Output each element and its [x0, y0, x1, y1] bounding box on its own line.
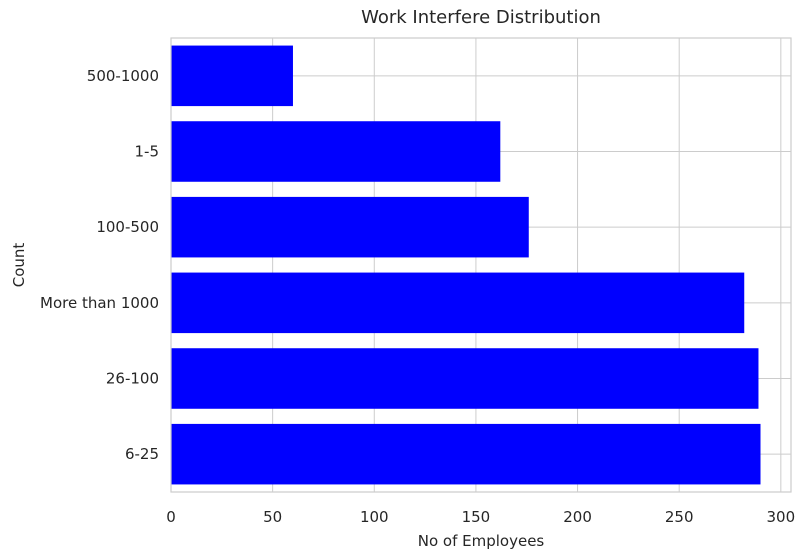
x-tick-label: 200 — [563, 508, 592, 526]
bar — [171, 121, 501, 182]
chart-title: Work Interfere Distribution — [361, 7, 601, 28]
x-tick-label: 150 — [462, 508, 491, 526]
bars — [171, 45, 761, 485]
y-tick-label: 100-500 — [96, 218, 159, 236]
bar — [171, 45, 293, 107]
bar — [171, 423, 761, 485]
bar — [171, 196, 529, 258]
y-tick-label: 6-25 — [125, 445, 159, 463]
x-axis-label: No of Employees — [418, 532, 545, 550]
bar — [171, 272, 745, 334]
plot-area — [171, 38, 791, 492]
bar — [171, 348, 759, 409]
x-tick-label: 300 — [767, 508, 796, 526]
x-tick-label: 0 — [166, 508, 176, 526]
x-tick-label: 250 — [665, 508, 694, 526]
y-axis-label: Count — [10, 243, 28, 288]
x-tick-label: 50 — [263, 508, 282, 526]
plot-frame — [170, 37, 792, 493]
y-tick-label: 500-1000 — [87, 67, 159, 85]
y-tick-label: 26-100 — [106, 370, 159, 388]
y-tick-label: More than 1000 — [40, 294, 159, 312]
y-tick-labels: 500-1000 1-5 100-500 More than 1000 26-100 6-… — [40, 67, 159, 463]
x-tick-labels: 0 50 100 150 200 250 300 — [166, 508, 795, 526]
y-tick-label: 1-5 — [135, 143, 160, 161]
x-tick-label: 100 — [360, 508, 389, 526]
